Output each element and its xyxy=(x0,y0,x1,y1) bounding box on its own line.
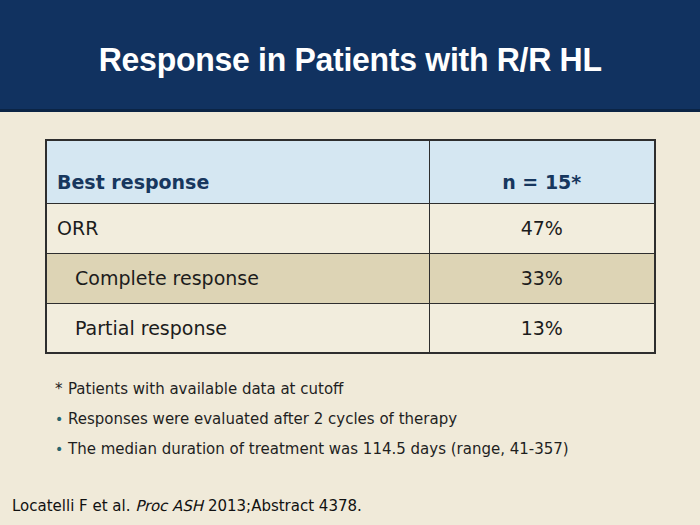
asterisk-marker: * xyxy=(55,374,68,404)
footnote-text: Responses were evaluated after 2 cycles … xyxy=(68,404,457,434)
row-value-complete-response: 33% xyxy=(429,253,655,303)
slide-title: Response in Patients with R/R HL xyxy=(99,31,602,79)
bullet-icon: • xyxy=(55,434,68,464)
title-bar: Response in Patients with R/R HL xyxy=(0,0,700,112)
footnote-bullet-1: • Responses were evaluated after 2 cycle… xyxy=(55,404,655,434)
footnote-bullet-2: • The median duration of treatment was 1… xyxy=(55,434,655,464)
citation-authors: Locatelli F et al. xyxy=(12,497,135,515)
table-row-orr: ORR 47% xyxy=(46,203,655,253)
row-value-partial-response: 13% xyxy=(429,303,655,353)
bullet-icon: • xyxy=(55,404,68,434)
column-header-best-response: Best response xyxy=(46,140,429,203)
slide: Response in Patients with R/R HL Best re… xyxy=(0,0,700,525)
best-response-table: Best response n = 15* ORR 47% Complete r… xyxy=(45,139,656,354)
footnotes: * Patients with available data at cutoff… xyxy=(55,374,655,464)
footnote-asterisk: * Patients with available data at cutoff xyxy=(55,374,655,404)
row-value-orr: 47% xyxy=(429,203,655,253)
row-label-partial-response: Partial response xyxy=(46,303,429,353)
footnote-text: The median duration of treatment was 114… xyxy=(68,434,569,464)
row-label-complete-response: Complete response xyxy=(46,253,429,303)
footnote-text: Patients with available data at cutoff xyxy=(68,374,343,404)
column-header-n: n = 15* xyxy=(429,140,655,203)
citation-reference: 2013;Abstract 4378. xyxy=(203,497,362,515)
table-header-row: Best response n = 15* xyxy=(46,140,655,203)
table-row-partial-response: Partial response 13% xyxy=(46,303,655,353)
table-row-complete-response: Complete response 33% xyxy=(46,253,655,303)
citation: Locatelli F et al. Proc ASH 2013;Abstrac… xyxy=(12,497,362,515)
row-label-orr: ORR xyxy=(46,203,429,253)
citation-source: Proc ASH xyxy=(135,497,203,515)
